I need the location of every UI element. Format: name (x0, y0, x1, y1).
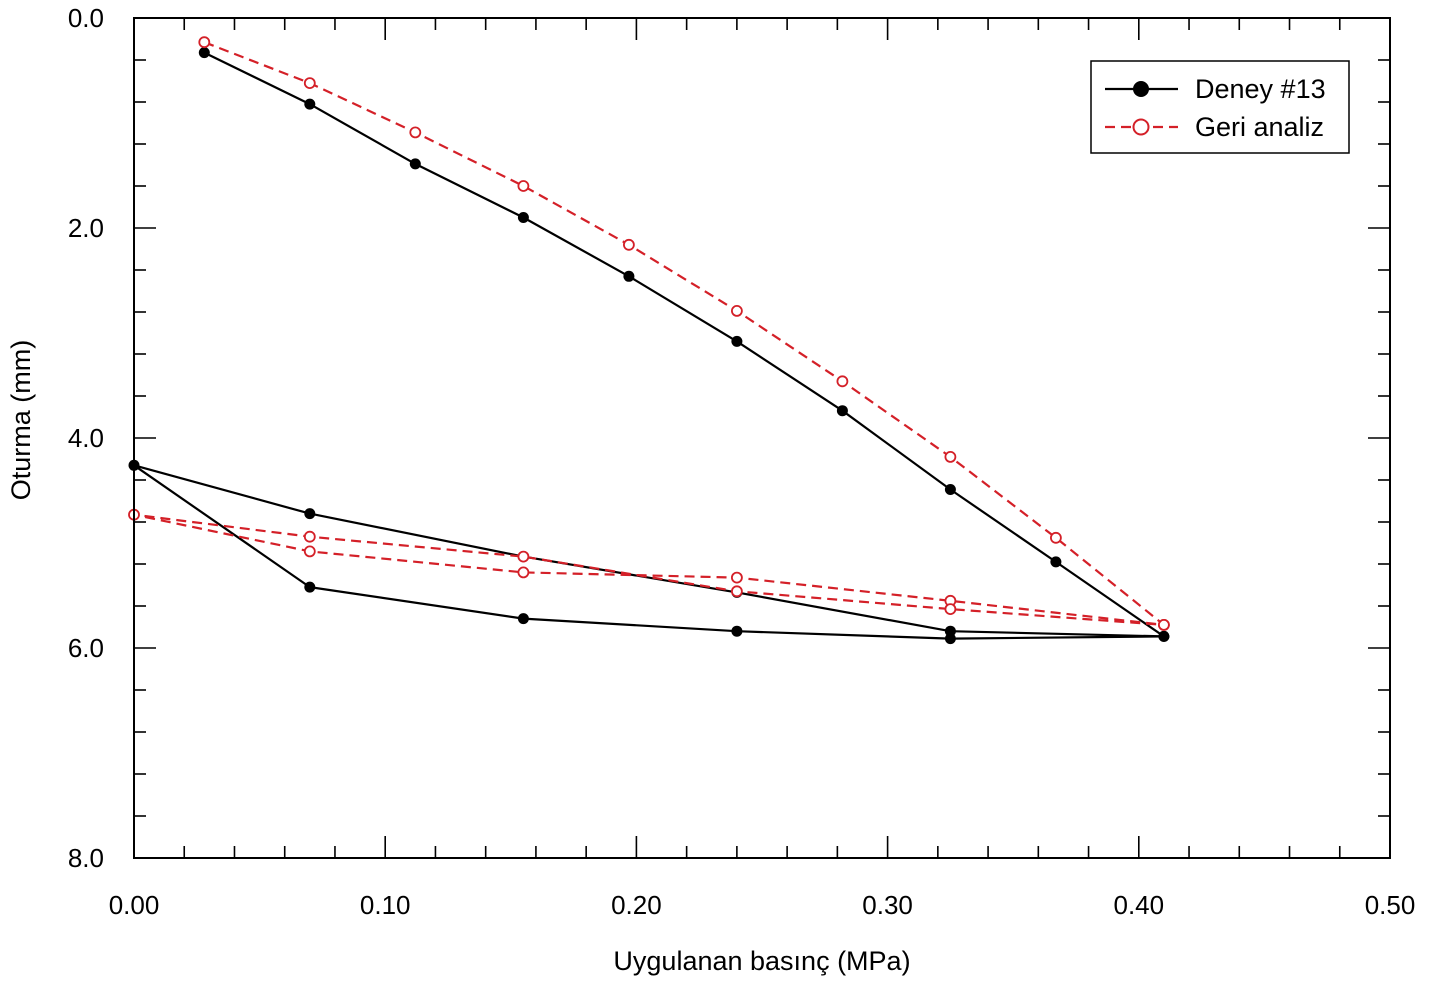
series-line-deney-13 (132, 51, 1166, 640)
data-point-geri-analiz (623, 238, 635, 251)
data-point-geri-analiz (303, 77, 316, 89)
data-point-deney-13 (1158, 630, 1170, 642)
legend: Deney #13 Geri analiz (1090, 60, 1350, 154)
data-point-deney-13 (409, 158, 421, 170)
plot-frame (133, 17, 1391, 859)
data-point-geri-analiz (517, 550, 530, 563)
data-point-geri-analiz (1050, 531, 1062, 544)
legend-label-deney: Deney #13 (1195, 74, 1326, 104)
data-point-deney-13 (731, 335, 743, 347)
data-point-deney-13 (304, 508, 316, 520)
series-line-geri-analiz (132, 41, 1166, 627)
data-point-deney-13 (731, 625, 743, 637)
y-tick-label: 4.0 (68, 423, 104, 453)
y-axis-title: Oturma (mm) (6, 340, 36, 500)
data-point-deney-13 (944, 484, 956, 495)
legend-marker-deney (1133, 81, 1149, 97)
data-point-geri-analiz (731, 304, 743, 317)
x-tick-label: 0.30 (862, 890, 913, 920)
data-point-deney-13 (1050, 556, 1062, 568)
y-tick-label: 8.0 (68, 843, 104, 873)
data-point-geri-analiz (303, 530, 316, 543)
data-point-deney-13 (198, 47, 210, 59)
data-point-deney-13 (944, 633, 956, 645)
data-point-geri-analiz (1158, 619, 1170, 631)
x-tick-label: 0.50 (1365, 890, 1416, 920)
y-tick-label: 6.0 (68, 633, 104, 663)
legend-marker-geri-analiz (1132, 118, 1150, 136)
y-tick-label: 0.0 (68, 3, 104, 33)
data-point-geri-analiz (731, 571, 743, 584)
tick-labels: 0.00 0.10 0.20 0.30 0.40 0.50 0.0 2.0 4.0 6.0 8.0 (68, 3, 1415, 920)
x-tick-label: 0.10 (360, 890, 411, 920)
x-tick-label: 0.40 (1113, 890, 1164, 920)
legend-label-geri-analiz: Geri analiz (1195, 112, 1324, 142)
y-tick-label: 2.0 (68, 213, 104, 243)
data-point-geri-analiz (944, 450, 957, 463)
data-point-geri-analiz (303, 545, 316, 558)
data-point-geri-analiz (731, 585, 743, 598)
data-point-deney-13 (304, 98, 316, 110)
legend-box (1090, 60, 1350, 154)
x-tick-label: 0.20 (611, 890, 662, 920)
x-tick-label: 0.00 (109, 890, 160, 920)
data-point-geri-analiz (409, 126, 422, 139)
axis-ticks (134, 18, 1390, 858)
data-point-geri-analiz (944, 603, 957, 615)
data-point-geri-analiz (836, 375, 849, 388)
data-point-deney-13 (517, 613, 529, 625)
data-point-deney-13 (517, 212, 529, 223)
data-point-deney-13 (623, 270, 635, 282)
data-point-geri-analiz (517, 180, 530, 192)
series-layer (128, 36, 1170, 645)
data-point-deney-13 (836, 405, 848, 417)
data-point-deney-13 (304, 581, 316, 593)
data-point-geri-analiz (198, 36, 211, 49)
x-axis-title: Uygulanan basınç (MPa) (613, 946, 910, 976)
data-point-geri-analiz (517, 566, 530, 579)
